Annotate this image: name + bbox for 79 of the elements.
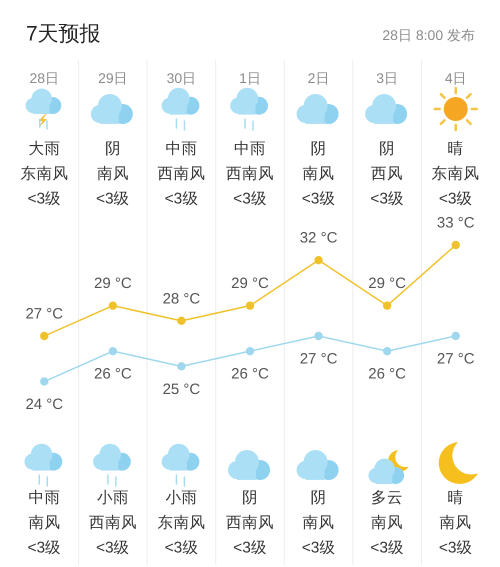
data-label: 26 °C: [368, 366, 406, 383]
text: <3级: [27, 190, 62, 208]
text: 东南风: [432, 164, 480, 182]
text: <3级: [164, 190, 198, 208]
point: [108, 346, 118, 356]
data-label: 24 °C: [25, 396, 64, 413]
text: 多云: [371, 488, 404, 506]
point: [177, 316, 186, 326]
text: <3级: [302, 190, 336, 208]
text: 晴: [448, 140, 464, 158]
text: 西南风: [88, 514, 137, 532]
text: 中雨: [28, 488, 60, 506]
text: <3级: [302, 540, 336, 556]
point: [177, 362, 186, 371]
data-label: 33 °C: [436, 214, 475, 232]
point: [40, 377, 48, 386]
data-label: 27 °C: [25, 306, 64, 322]
x-tick-label: 4日: [444, 70, 467, 86]
point: [246, 301, 254, 310]
x-tick-label: 3日: [376, 70, 398, 86]
text: 阴: [104, 140, 121, 158]
text: 中雨: [234, 140, 266, 158]
text: <3级: [370, 540, 404, 556]
text: 南风: [302, 514, 335, 532]
data-label: 29 °C: [231, 275, 270, 292]
text: 大雨: [28, 140, 60, 158]
data-label: 26 °C: [231, 366, 270, 383]
data-label: 29 °C: [94, 275, 132, 292]
text: <3级: [96, 540, 130, 556]
data-label: 29 °C: [368, 275, 406, 292]
text: <3级: [96, 190, 130, 208]
text: <3级: [233, 540, 267, 556]
point: [40, 332, 48, 340]
data-label: 27 °C: [436, 350, 475, 368]
point: [452, 332, 460, 340]
x-tick-label: 30日: [166, 70, 196, 86]
text: <3级: [27, 540, 62, 556]
text: <3级: [370, 190, 404, 208]
text: 晴: [448, 488, 464, 506]
text: 阴: [379, 140, 396, 158]
text: 东南风: [20, 164, 68, 182]
point: [108, 301, 118, 310]
text: 南风: [302, 164, 335, 182]
text: <3级: [233, 190, 267, 208]
data-label: 28 °C: [162, 290, 200, 308]
data-label: 26 °C: [94, 366, 132, 383]
point: [314, 332, 323, 340]
text: 南风: [440, 514, 472, 532]
x-tick-label: 1日: [239, 70, 261, 86]
text: 西风: [371, 166, 404, 182]
text: 中雨: [165, 140, 198, 158]
text: <3级: [438, 540, 473, 556]
text: 阴: [310, 490, 327, 506]
text: 西南风: [226, 164, 274, 182]
text: 小雨: [96, 488, 129, 506]
text: <3级: [438, 190, 473, 208]
text: 小雨: [165, 488, 198, 506]
point: [246, 346, 254, 356]
point: [382, 346, 392, 356]
text: 阴: [242, 490, 258, 506]
point: [452, 240, 460, 250]
text: 西南风: [157, 164, 206, 182]
text: 南风: [28, 514, 60, 532]
text: 阴: [310, 140, 327, 158]
text: <3级: [164, 540, 198, 556]
data-label: 25 °C: [162, 380, 200, 398]
point: [314, 256, 323, 264]
x-tick-label: 28日: [29, 70, 60, 86]
chart-title: 7天预报: [26, 22, 101, 46]
data-label: 27 °C: [300, 350, 338, 368]
chart-subtitle: 28日 8:00 发布: [382, 27, 475, 43]
x-tick-label: 29日: [98, 70, 128, 86]
x-tick-label: 2日: [308, 70, 330, 86]
text: 南风: [371, 514, 404, 532]
text: 南风: [96, 164, 129, 182]
text: 东南风: [157, 514, 206, 532]
data-label: 32 °C: [300, 230, 338, 247]
text: 西南风: [226, 514, 274, 532]
point: [382, 301, 392, 310]
